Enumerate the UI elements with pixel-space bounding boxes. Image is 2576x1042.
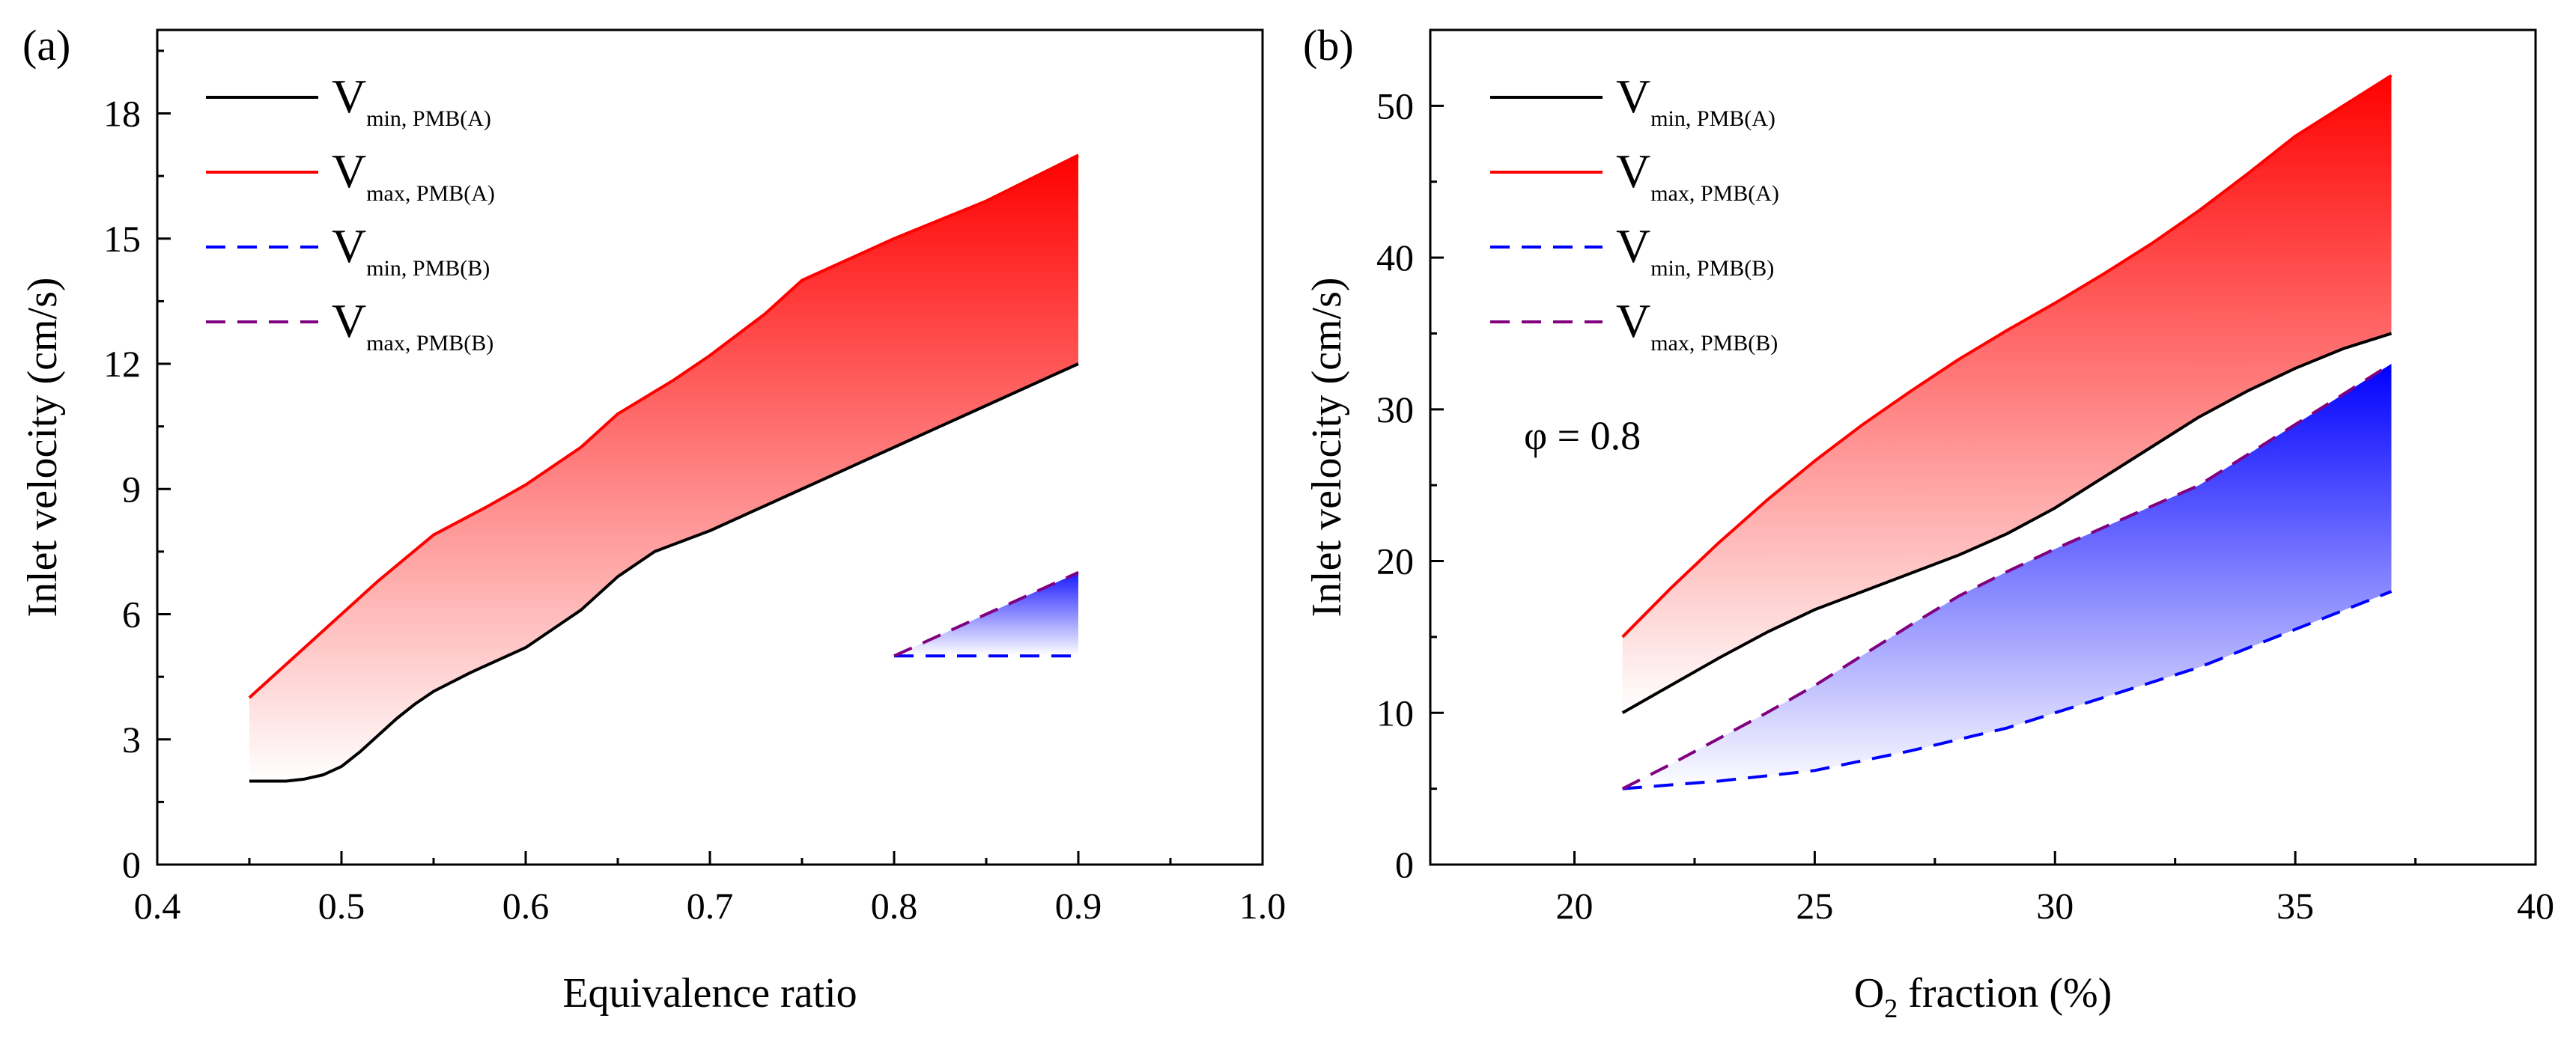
x-tick-label: 0.4 (134, 885, 181, 927)
x-tick-label: 0.5 (318, 885, 365, 927)
legend-label: Vmin, PMB(A) (1616, 70, 1775, 131)
y-axis-title: Inlet velocity (cm/s) (19, 277, 66, 617)
series-line-vmax-pmb-b (893, 570, 1079, 658)
x-axis-title: Equivalence ratio (562, 970, 857, 1017)
panel-label: (a) (22, 21, 70, 70)
legend-label: Vmax, PMB(A) (332, 144, 495, 206)
x-tick-label: 0.6 (502, 885, 550, 927)
x-tick-label: 25 (1796, 885, 1833, 927)
chart-panel-b: 20 25 30 35 40 0 10 20 30 40 50 Inlet velocity (cm/… (1303, 21, 2554, 1023)
x-tick-label: 0.7 (687, 885, 734, 927)
band-fill-pmb-a (1622, 75, 2392, 713)
x-tick-label: 0.8 (871, 885, 918, 927)
legend-label: Vmin, PMB(B) (332, 219, 490, 281)
legend-label: Vmax, PMB(B) (332, 294, 493, 356)
phi-annotation: φ = 0.8 (1524, 413, 1641, 458)
series-line-vmin-pmb-a (1621, 332, 2393, 715)
y-tick-label: 12 (103, 343, 141, 385)
series-line-vmax-pmb-a (1621, 74, 2393, 639)
y-tick-label: 9 (122, 468, 141, 510)
y-tick-label: 0 (1395, 844, 1414, 886)
legend-label: Vmin, PMB(A) (332, 70, 491, 131)
band-fill-pmb-a (249, 155, 1078, 782)
band-fill-pmb-b (1622, 364, 2392, 789)
series-line-vmin-pmb-b (1622, 590, 2393, 790)
panel-label: (b) (1303, 21, 1354, 70)
legend-label: Vmin, PMB(B) (1616, 219, 1774, 281)
x-tick-label: 0.9 (1055, 885, 1102, 927)
y-tick-label: 40 (1376, 237, 1414, 278)
plot-frame (1429, 28, 2537, 866)
y-tick-label: 20 (1376, 540, 1414, 582)
x-tick-label: 1.0 (1239, 885, 1287, 927)
series-line-vmax-pmb-b (1621, 362, 2393, 790)
x-tick-label: 40 (2517, 885, 2554, 927)
series-line-vmin-pmb-a (249, 362, 1079, 783)
x-axis-title: O2 fraction (%) (1854, 970, 2112, 1023)
legend-label: Vmax, PMB(A) (1616, 144, 1779, 206)
x-tick-label: 30 (2036, 885, 2074, 927)
chart-panel-a: 0.4 0.5 0.6 0.7 0.8 0.9 1.0 0 3 6 9 12 15 18 Inlet vel… (19, 21, 1286, 1017)
y-tick-label: 30 (1376, 389, 1414, 430)
series-line-vmax-pmb-a (248, 153, 1079, 699)
y-tick-label: 6 (122, 594, 141, 636)
y-tick-label: 50 (1376, 85, 1414, 127)
y-axis-title: Inlet velocity (cm/s) (1304, 277, 1350, 617)
y-tick-label: 3 (122, 719, 141, 761)
x-tick-label: 35 (2276, 885, 2314, 927)
legend-label: Vmax, PMB(B) (1616, 294, 1778, 356)
y-tick-label: 0 (122, 844, 141, 886)
y-tick-label: 15 (103, 218, 141, 260)
x-tick-label: 20 (1556, 885, 1594, 927)
y-tick-label: 10 (1376, 692, 1414, 734)
y-tick-label: 18 (103, 93, 141, 135)
